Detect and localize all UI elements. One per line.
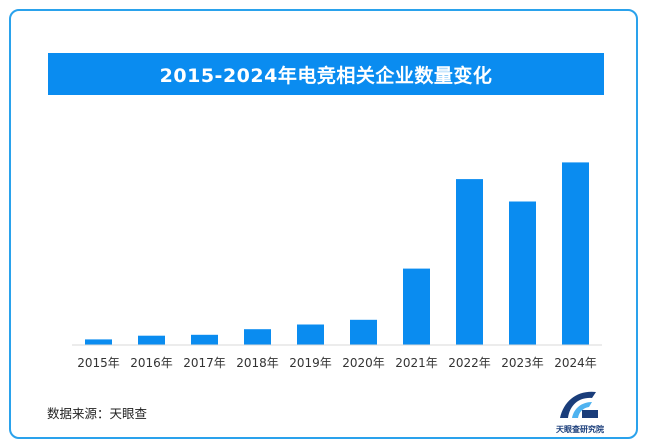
bar-2021年	[403, 268, 430, 345]
bar-2018年	[244, 329, 271, 345]
bar-2020年	[350, 319, 377, 345]
x-tick-label: 2017年	[183, 356, 226, 370]
logo-text: 天眼查研究院	[556, 425, 604, 434]
chart-title: 2015-2024年电竞相关企业数量变化	[48, 53, 604, 95]
x-tick-label: 2015年	[77, 356, 120, 370]
source-name: 天眼查	[109, 406, 148, 421]
bar-2019年	[297, 324, 324, 345]
x-tick-label: 2021年	[395, 356, 438, 370]
x-tick-label: 2024年	[554, 356, 597, 370]
bar-2023年	[509, 201, 536, 345]
bar-2015年	[85, 339, 112, 345]
tianyancha-logo-icon	[560, 391, 598, 418]
data-source: 数据来源： 天眼查	[47, 403, 147, 422]
x-tick-label: 2019年	[289, 356, 332, 370]
x-tick-label: 2020年	[342, 356, 385, 370]
brand-logo: 天眼查研究院	[556, 384, 604, 438]
x-tick-label: 2022年	[448, 356, 491, 370]
bars-group	[85, 162, 589, 346]
x-tick-label: 2023年	[501, 356, 544, 370]
x-tick-labels: 2015年 2016年 2017年 2018年 2019年 2020年 2021年 2022年…	[77, 356, 597, 370]
bar-2016年	[138, 335, 165, 345]
source-label: 数据来源：	[47, 406, 110, 421]
bar-2022年	[456, 179, 483, 345]
bar-2024年	[562, 162, 589, 345]
bar-2017年	[191, 334, 218, 346]
x-tick-label: 2018年	[236, 356, 279, 370]
x-tick-label: 2016年	[130, 356, 173, 370]
